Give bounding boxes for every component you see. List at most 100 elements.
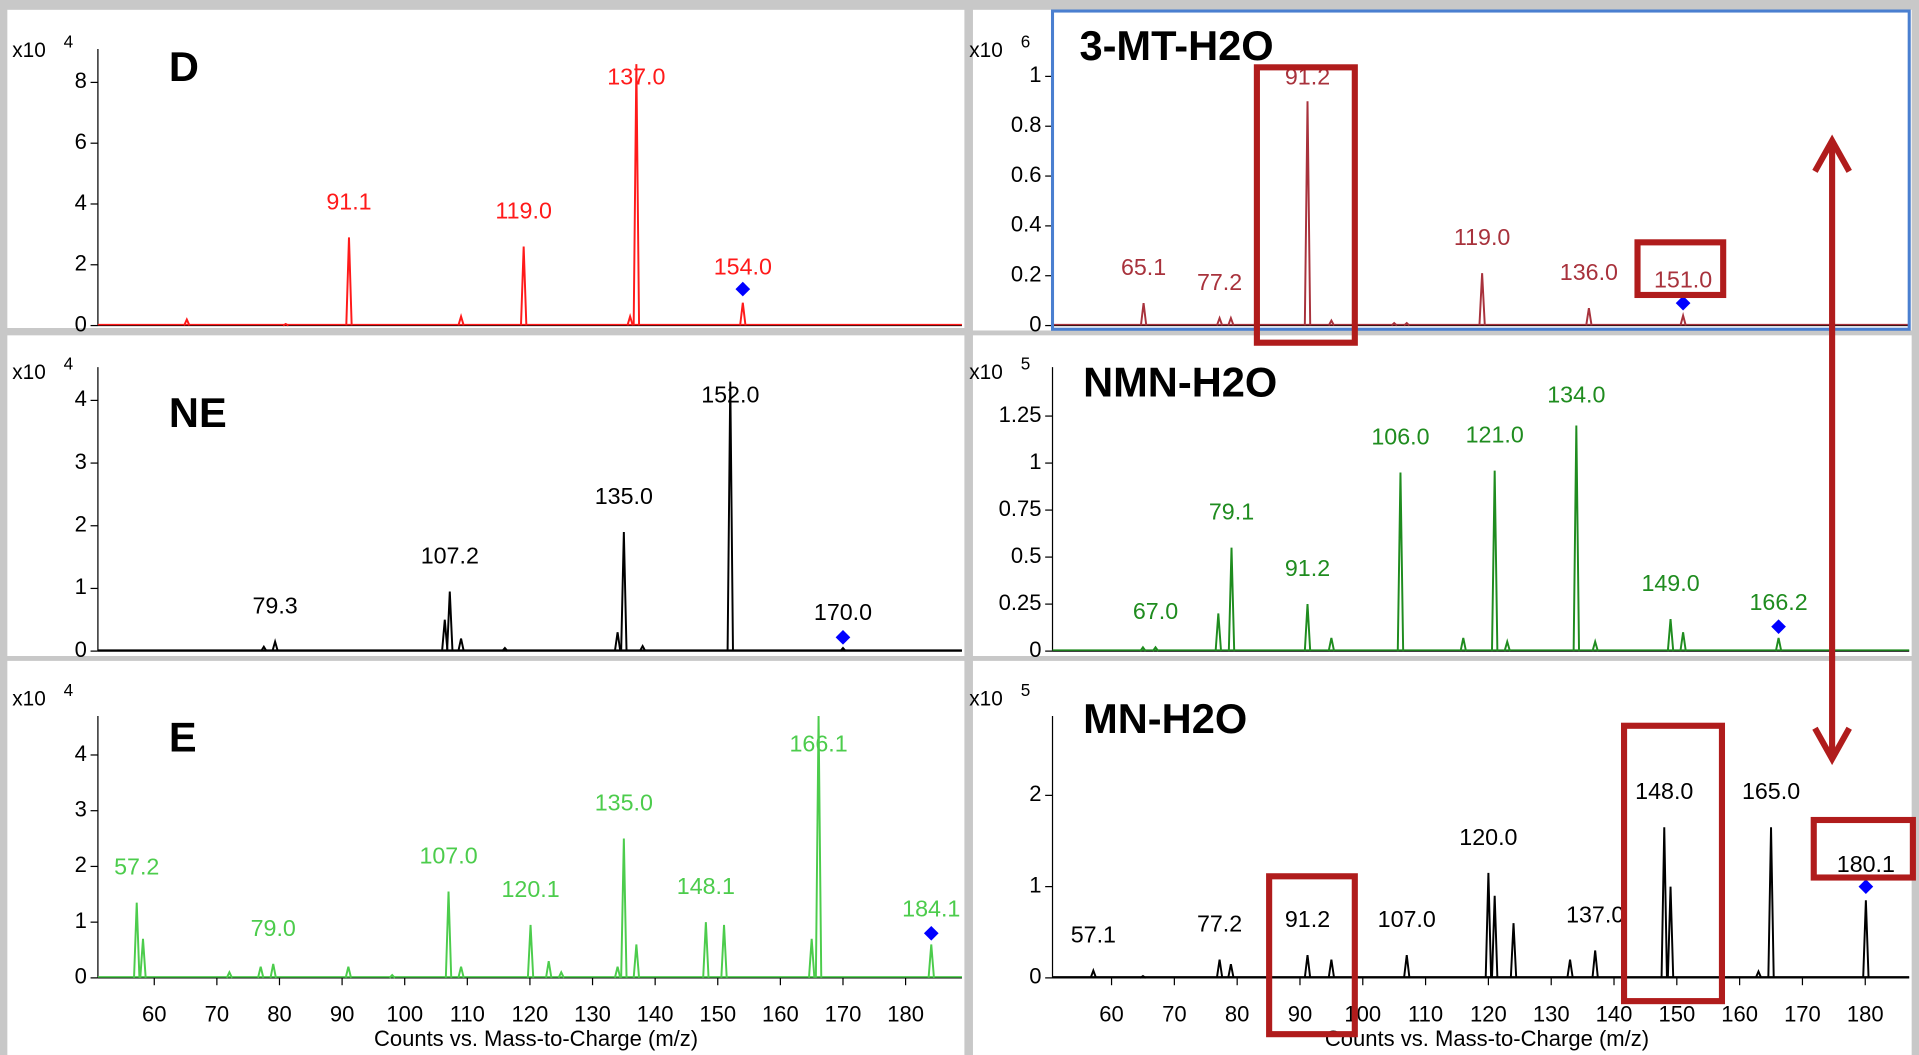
x-tick-label: 80 xyxy=(267,1002,292,1027)
peak-label: 107.0 xyxy=(1378,906,1436,932)
peak xyxy=(1478,273,1486,326)
y-tick-label: 0 xyxy=(75,964,87,989)
peak-label: 166.1 xyxy=(789,730,847,756)
scale-label: x10 xyxy=(12,361,46,384)
y-tick-label: 2 xyxy=(75,251,87,276)
peak xyxy=(345,237,353,326)
y-tick-label: 0 xyxy=(1029,964,1041,989)
peak xyxy=(620,531,628,652)
x-tick-label: 80 xyxy=(1225,1002,1250,1027)
peak xyxy=(139,938,147,978)
x-tick-label: 130 xyxy=(1533,1002,1570,1027)
panel xyxy=(7,660,965,1055)
panel xyxy=(7,335,965,657)
y-tick-label: 1 xyxy=(75,908,87,933)
y-tick-label: 4 xyxy=(75,190,87,215)
scale-label: x10 xyxy=(12,39,46,62)
peak-label: 170.0 xyxy=(814,599,872,625)
peak xyxy=(519,246,528,326)
y-tick-label: 0.25 xyxy=(999,590,1042,615)
peak-label: 152.0 xyxy=(701,382,759,408)
arrow-head xyxy=(1812,134,1852,173)
precursor-marker xyxy=(735,281,751,297)
peak-label: 148.0 xyxy=(1635,778,1693,804)
peak xyxy=(1403,954,1411,978)
y-tick-label: 1 xyxy=(1029,872,1041,897)
y-tick-label: 0.6 xyxy=(1011,162,1042,187)
peak xyxy=(1303,101,1312,326)
peak xyxy=(457,638,465,652)
peak-label: 120.0 xyxy=(1459,824,1517,850)
peak xyxy=(1666,886,1675,978)
scale-exponent: 6 xyxy=(1021,31,1031,51)
x-tick-label: 70 xyxy=(205,1002,230,1027)
precursor-marker xyxy=(923,925,939,941)
panel-title: E xyxy=(169,713,197,760)
scale-label: x10 xyxy=(12,688,46,711)
peak xyxy=(271,638,279,652)
panel-title: 3-MT-H2O xyxy=(1079,22,1273,69)
peak-label: 79.1 xyxy=(1209,499,1254,525)
peak-label: 149.0 xyxy=(1641,570,1699,596)
x-tick-label: 150 xyxy=(699,1002,736,1027)
peak-label: 148.1 xyxy=(677,873,735,899)
selection-frame xyxy=(1050,9,1911,331)
y-tick-label: 2 xyxy=(75,852,87,877)
x-tick-label: 150 xyxy=(1658,1002,1695,1027)
peak-label: 91.2 xyxy=(1285,906,1330,932)
peak-label: 57.2 xyxy=(114,854,159,880)
y-tick-label: 2 xyxy=(75,512,87,537)
panel xyxy=(7,9,965,329)
y-tick-label: 1 xyxy=(75,574,87,599)
peak xyxy=(441,619,449,652)
peak xyxy=(702,922,710,978)
peak-label: 77.2 xyxy=(1197,910,1242,936)
panel xyxy=(972,9,1912,331)
peak xyxy=(257,966,265,979)
peak xyxy=(1679,632,1687,652)
peak xyxy=(446,591,454,652)
panel-title: NE xyxy=(169,389,227,436)
peak-label: 184.1 xyxy=(902,895,960,921)
peak-label: 151.0 xyxy=(1654,266,1712,292)
peak-label: 154.0 xyxy=(714,254,772,280)
y-tick-label: 8 xyxy=(75,68,87,93)
peak xyxy=(1459,637,1467,652)
x-axis-label: Counts vs. Mass-to-Charge (m/z) xyxy=(1325,1026,1649,1051)
peak xyxy=(183,317,191,326)
peak xyxy=(739,302,747,326)
peak-label: 135.0 xyxy=(595,789,653,815)
x-tick-label: 170 xyxy=(825,1002,862,1027)
peak xyxy=(1484,872,1493,978)
x-tick-label: 60 xyxy=(1099,1002,1124,1027)
y-tick-label: 0.2 xyxy=(1011,262,1042,287)
y-tick-label: 3 xyxy=(75,797,87,822)
panel-title: NMN-H2O xyxy=(1083,359,1277,406)
peak-label: 79.3 xyxy=(252,593,297,619)
peak xyxy=(1396,472,1405,652)
x-tick-label: 70 xyxy=(1162,1002,1187,1027)
peak xyxy=(620,838,628,978)
panel xyxy=(972,335,1912,657)
peak-label: 119.0 xyxy=(1454,224,1511,250)
y-tick-label: 0 xyxy=(1029,311,1041,336)
peak xyxy=(545,961,553,979)
peak-label: 67.0 xyxy=(1133,598,1178,624)
scale-exponent: 5 xyxy=(1021,353,1031,373)
peak xyxy=(927,944,935,978)
peak xyxy=(133,902,141,978)
y-tick-label: 2 xyxy=(1029,781,1041,806)
scale-exponent: 5 xyxy=(1021,680,1031,700)
peak xyxy=(225,970,233,979)
peak xyxy=(1227,315,1235,326)
peak xyxy=(1503,638,1511,652)
peak xyxy=(1227,547,1236,652)
x-tick-label: 170 xyxy=(1784,1002,1821,1027)
precursor-marker xyxy=(1771,619,1786,635)
peak xyxy=(1089,967,1097,979)
peak xyxy=(613,966,622,979)
panel xyxy=(972,660,1912,1055)
x-tick-label: 100 xyxy=(1344,1002,1381,1027)
peak xyxy=(457,312,465,326)
